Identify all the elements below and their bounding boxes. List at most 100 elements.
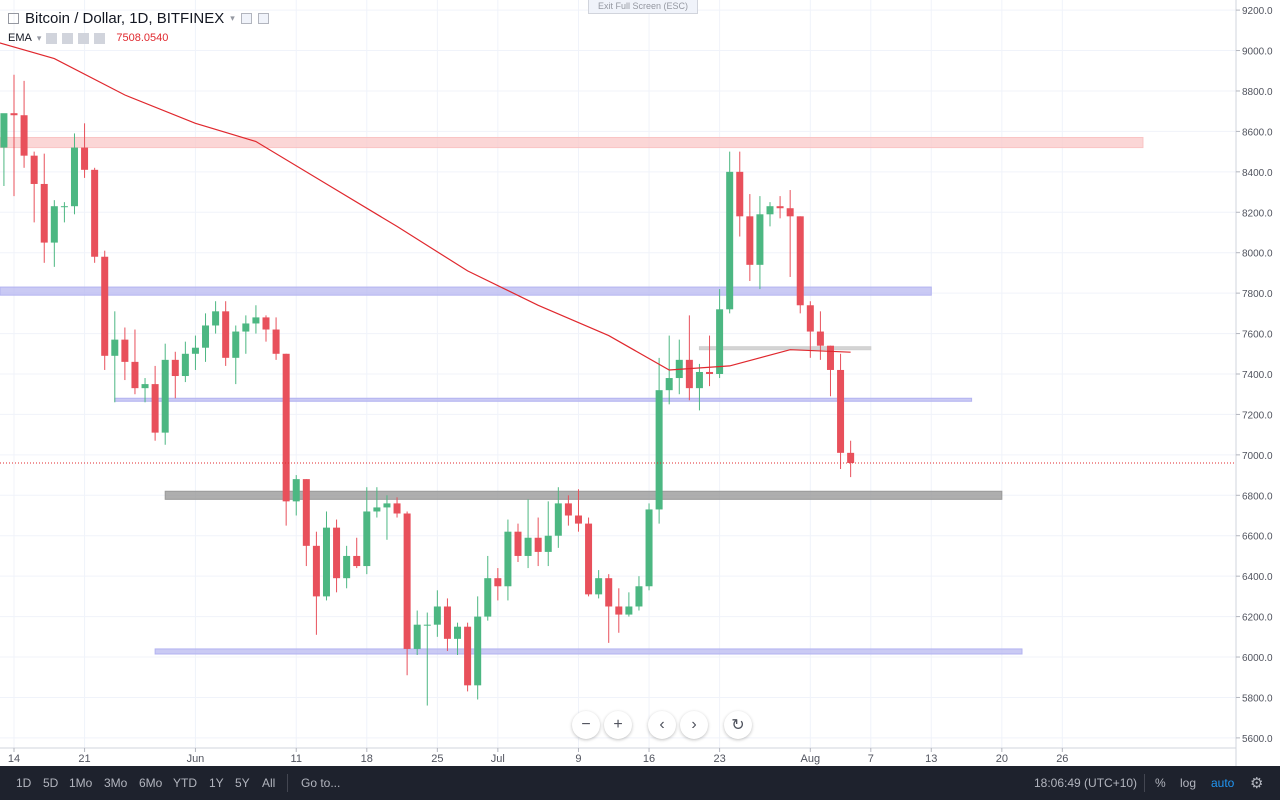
candle-up — [423, 612, 431, 706]
settings-icon[interactable] — [240, 13, 252, 24]
time-axis[interactable]: 14 21 Jun 11 18 25 Jul 9 16 23 Aug 7 13 20 26 — [0, 747, 1236, 765]
candle-up — [111, 311, 119, 403]
candle-down — [464, 622, 472, 692]
zoom-in-button[interactable]: + — [604, 711, 632, 739]
candle-up — [363, 487, 371, 575]
zoom-out-button[interactable]: − — [572, 711, 600, 739]
candle-body — [645, 509, 653, 587]
range-1mo[interactable]: 1Mo — [69, 776, 93, 790]
price-tick-label: 8800.0 — [1242, 87, 1273, 98]
chevron-down-icon[interactable]: ▾ — [230, 13, 235, 23]
reset-chart-button[interactable]: ↻ — [724, 711, 752, 739]
candle-up — [383, 495, 391, 540]
bottom-toolbar: 1D 5D 1Mo 3Mo 6Mo YTD 1Y 5Y All Go to...… — [0, 766, 1280, 800]
price-tick-label: 6600.0 — [1242, 532, 1273, 543]
candle-body — [695, 371, 703, 389]
candle-down — [302, 479, 310, 567]
candle-down — [262, 315, 270, 342]
range-all[interactable]: All — [262, 776, 276, 790]
scroll-left-button[interactable]: ‹ — [648, 711, 676, 739]
candle-body — [837, 369, 845, 453]
exit-fullscreen-button[interactable]: Exit Full Screen (ESC) — [588, 0, 698, 14]
range-1y[interactable]: 1Y — [209, 776, 224, 790]
candle-body — [443, 606, 451, 639]
candle-down — [806, 301, 814, 358]
candle-down — [30, 151, 38, 223]
indicator-value: 7508.0540 — [116, 32, 169, 44]
price-tick-label: 9000.0 — [1242, 47, 1273, 58]
chevron-down-icon[interactable]: ▾ — [36, 32, 42, 43]
candle-up — [292, 475, 300, 516]
gear-icon[interactable] — [62, 32, 74, 44]
hide-icon[interactable] — [257, 13, 269, 24]
candle-body — [736, 171, 744, 217]
price-tick-label: 9200.0 — [1242, 6, 1273, 17]
candle-up — [756, 196, 764, 290]
candle-body — [433, 606, 441, 625]
candle-body — [595, 578, 603, 595]
candle-up — [675, 339, 683, 395]
log-scale-toggle[interactable]: log — [1180, 776, 1197, 790]
plus-icon[interactable] — [78, 32, 90, 44]
scroll-right-button[interactable]: › — [680, 711, 708, 739]
candle-body — [171, 359, 179, 377]
auto-scale-toggle[interactable]: auto — [1211, 776, 1235, 790]
candle-body — [393, 503, 401, 514]
indicator-legend: EMA ▾ 7508.0540 — [8, 32, 168, 44]
candle-body — [363, 511, 371, 567]
time-tick-label: 23 — [713, 753, 725, 765]
ema-line — [0, 42, 1236, 464]
toolbar-divider — [1144, 774, 1145, 792]
gray-line-zone — [698, 346, 872, 351]
price-chart[interactable]: 5600.0 5800.0 6000.0 6200.0 6400.0 6600.0 6800… — [0, 0, 1280, 766]
goto-date-button[interactable]: Go to... — [301, 776, 341, 790]
candle-body — [544, 535, 552, 552]
range-6mo[interactable]: 6Mo — [139, 776, 163, 790]
candle-up — [726, 151, 734, 314]
candle-down — [837, 353, 845, 470]
gear-icon[interactable]: ⚙ — [1250, 775, 1264, 792]
price-tick-label: 6400.0 — [1242, 572, 1273, 583]
candle-down — [20, 80, 28, 168]
candle-down — [222, 301, 230, 366]
indicator-name[interactable]: EMA — [8, 32, 32, 44]
range-ytd[interactable]: YTD — [173, 776, 197, 790]
range-5y[interactable]: 5Y — [235, 776, 250, 790]
candle-up — [716, 289, 724, 379]
candle-body — [81, 147, 89, 170]
percent-scale-toggle[interactable]: % — [1155, 776, 1166, 790]
candle-down — [151, 365, 159, 441]
candle-body — [353, 555, 361, 567]
price-tick-label: 8000.0 — [1242, 249, 1273, 260]
close-icon[interactable] — [94, 32, 106, 44]
candle-body — [333, 527, 341, 579]
range-5d[interactable]: 5D — [43, 776, 59, 790]
clock-timezone[interactable]: 18:06:49 (UTC+10) — [1034, 776, 1138, 790]
candle-down — [585, 517, 593, 597]
candle-body — [826, 345, 834, 370]
candle-down — [796, 216, 804, 314]
candle-body — [191, 347, 199, 354]
drawn-zones[interactable] — [0, 136, 1144, 655]
candle-down — [10, 74, 18, 197]
symbol-title[interactable]: Bitcoin / Dollar, 1D, BITFINEX — [25, 10, 225, 27]
candle-up — [635, 576, 643, 611]
time-tick-label: 16 — [643, 753, 655, 765]
price-tick-label: 8200.0 — [1242, 208, 1273, 219]
candle-body — [322, 527, 330, 597]
range-3mo[interactable]: 3Mo — [104, 776, 128, 790]
candle-body — [786, 208, 794, 217]
candle-down — [393, 497, 401, 518]
candle-body — [272, 329, 280, 354]
eye-icon[interactable] — [46, 32, 58, 44]
candle-down — [534, 517, 542, 567]
candle-body — [111, 339, 119, 356]
candle-up — [524, 499, 532, 569]
candle-body — [816, 331, 824, 346]
candle-up — [343, 545, 351, 589]
candle-up — [60, 202, 68, 223]
candle-down — [40, 153, 48, 263]
range-1d[interactable]: 1D — [16, 776, 32, 790]
candle-body — [60, 206, 68, 208]
price-axis[interactable]: 5600.0 5800.0 6000.0 6200.0 6400.0 6600.0 6800… — [1235, 0, 1280, 766]
